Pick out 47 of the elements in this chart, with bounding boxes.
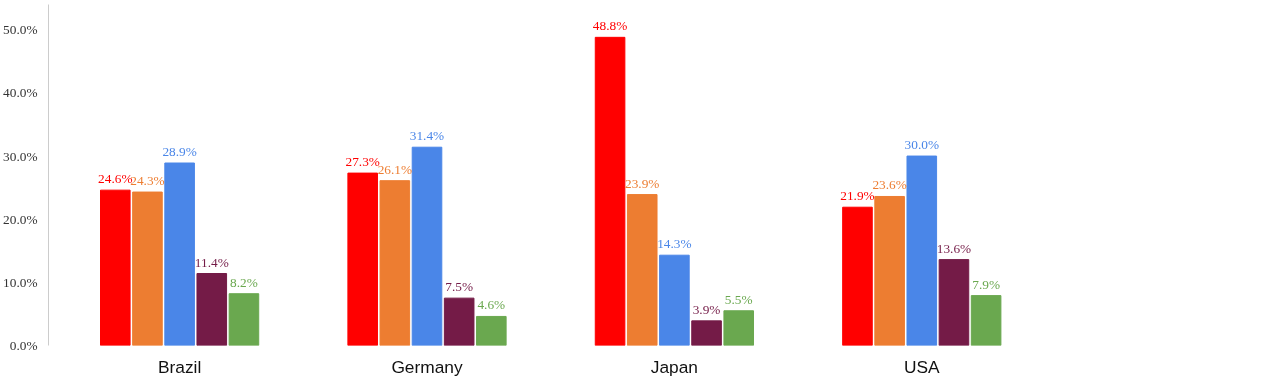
bar [132, 191, 163, 346]
bar [347, 172, 378, 346]
bar [691, 320, 722, 346]
data-label: 8.2% [230, 274, 258, 290]
bar [659, 254, 690, 346]
data-label: 31.4% [409, 128, 445, 144]
data-label: 30.0% [904, 137, 940, 153]
bar [411, 146, 443, 346]
x-tick-label: USA [903, 356, 941, 377]
data-label: 24.3% [130, 173, 165, 189]
bar [443, 297, 475, 346]
bar [594, 36, 626, 346]
data-label: 7.5% [445, 279, 474, 295]
bar [970, 295, 1002, 346]
x-tick-label: Brazil [157, 356, 202, 377]
data-label: 21.9% [840, 188, 875, 204]
y-tick-label: 10.0% [3, 274, 38, 290]
y-tick-label: 30.0% [3, 148, 38, 164]
y-tick-label: 50.0% [3, 22, 38, 38]
x-tick-label: Japan [650, 356, 699, 377]
bar [626, 194, 658, 346]
data-label: 13.6% [936, 240, 972, 256]
data-label: 48.8% [592, 18, 628, 34]
y-tick-label: 20.0% [3, 211, 38, 227]
bar [100, 189, 131, 346]
bar [938, 259, 970, 346]
bar [379, 180, 411, 346]
y-tick-label: 40.0% [3, 85, 38, 101]
data-label: 23.6% [872, 177, 907, 193]
x-tick-label: Germany [391, 356, 463, 377]
bar [228, 293, 260, 346]
data-label: 11.4% [194, 254, 229, 270]
data-label: 7.9% [972, 276, 1000, 292]
data-label: 14.3% [657, 236, 692, 252]
data-label: 28.9% [162, 144, 197, 159]
bar [164, 162, 195, 346]
bar [906, 155, 938, 346]
bar [723, 310, 755, 346]
bar [842, 206, 873, 346]
data-label: 23.9% [625, 175, 660, 191]
bar [874, 195, 905, 346]
bar [476, 315, 507, 346]
bar [196, 273, 228, 346]
data-label: 3.9% [692, 301, 721, 317]
data-label: 4.6% [477, 297, 506, 313]
data-label: 5.5% [724, 291, 753, 307]
y-tick-label: 0.0% [9, 338, 38, 353]
